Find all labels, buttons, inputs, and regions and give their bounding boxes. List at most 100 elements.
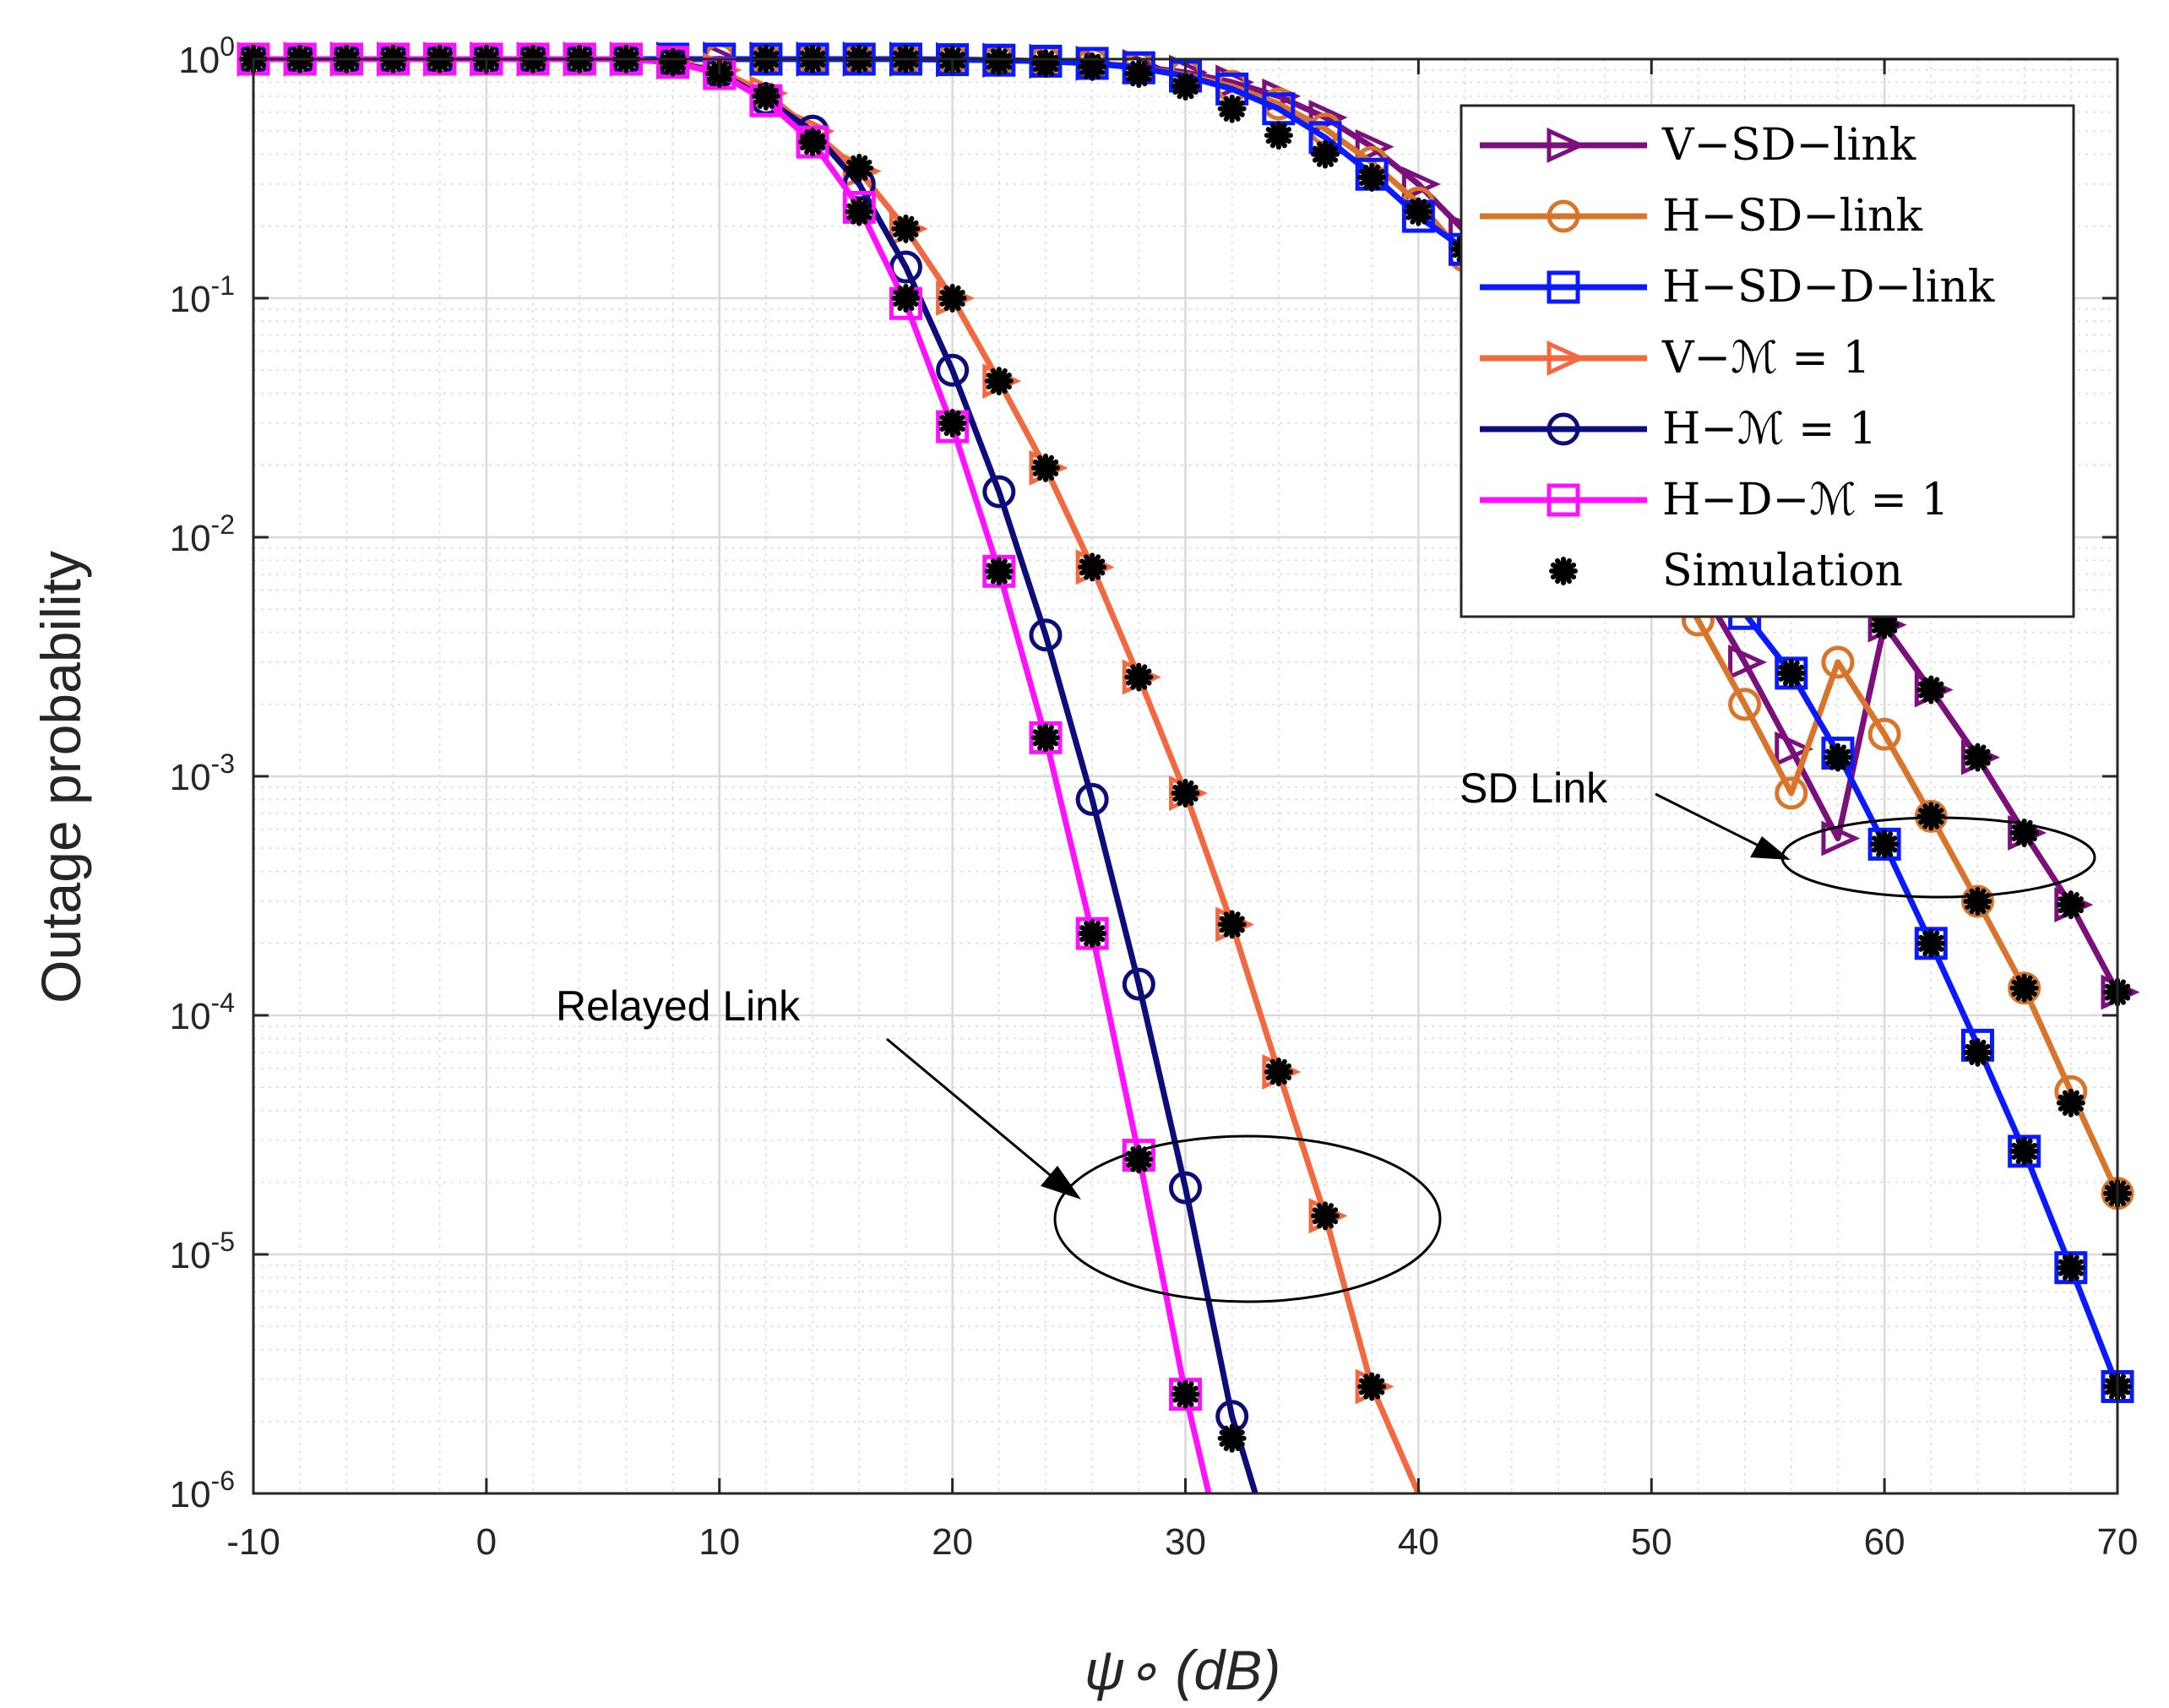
simulation-point	[1404, 197, 1433, 226]
simulation-point	[1078, 919, 1107, 949]
x-tick-label: 70	[2097, 1521, 2139, 1563]
x-tick-label: -10	[226, 1521, 280, 1563]
simulation-point	[1171, 72, 1200, 101]
x-axis-title: ψ∘ (dB)	[1084, 1639, 1280, 1701]
asterisk-stroke	[1312, 1207, 1339, 1225]
asterisk-stroke	[893, 220, 919, 237]
legend-item-7: Simulation	[1549, 546, 1903, 596]
simulation-point	[1823, 742, 1852, 772]
relayed-link-label: Relayed Link	[556, 982, 801, 1030]
data-point-marker	[1821, 645, 1855, 679]
legend-item-4: V−ℳ = 1	[1480, 333, 1870, 383]
asterisk-stroke	[1550, 563, 1577, 579]
simulation-point	[1916, 675, 1946, 704]
sd-link-arrowhead	[1750, 836, 1791, 860]
asterisk-stroke	[1265, 1063, 1291, 1080]
asterisk-stroke	[1126, 65, 1152, 83]
y-tick-label: 10-3	[170, 748, 235, 798]
asterisk-stroke	[2058, 1094, 2084, 1112]
simulation-point	[2009, 1136, 2039, 1166]
legend-label: H−SD−link	[1662, 191, 1923, 242]
simulation-point	[2009, 973, 2039, 1003]
simulation-point	[1311, 139, 1340, 169]
asterisk-stroke	[1032, 729, 1059, 747]
x-tick-label: 40	[1398, 1521, 1439, 1563]
legend-item-2: H−SD−link	[1480, 191, 1923, 242]
axis-ticks: -10 0 10 20 30 40 50 60 70 100 10-1 10-2 10-3 10-4 10-…	[170, 31, 2139, 1563]
asterisk-stroke	[1126, 1150, 1152, 1168]
y-tick-label: 10-4	[170, 987, 235, 1037]
simulation-point	[891, 284, 921, 313]
asterisk-stroke	[1778, 664, 1804, 682]
data-point-marker	[889, 250, 922, 284]
asterisk-stroke	[1079, 558, 1106, 576]
asterisk-stroke	[1126, 668, 1152, 686]
simulation-point	[1030, 453, 1060, 482]
asterisk-stroke	[753, 87, 780, 105]
data-point-marker	[982, 475, 1016, 509]
simulation-point	[2056, 1088, 2085, 1118]
simulation-point	[984, 367, 1014, 396]
asterisk-stroke	[2058, 896, 2084, 914]
asterisk-stroke	[986, 373, 1012, 390]
sd-link-arrow	[1655, 792, 1775, 855]
simulation-point	[984, 557, 1014, 586]
legend-item-5: H−ℳ = 1	[1480, 404, 1877, 454]
legend-marker	[1547, 340, 1586, 376]
y-tick-label: 100	[178, 31, 235, 81]
legend-marker	[1547, 412, 1580, 446]
simulation-point	[891, 214, 921, 243]
legend-marker	[1547, 270, 1580, 304]
simulation-point	[1870, 830, 1900, 859]
annotations: SD Link Relayed Link	[556, 764, 2096, 1303]
asterisk-stroke	[893, 290, 919, 307]
asterisk-stroke	[1918, 808, 1944, 825]
data-point-marker	[1355, 128, 1394, 165]
asterisk-stroke	[1872, 835, 1898, 853]
data-point-marker	[1029, 618, 1063, 652]
relayed-link-ellipse	[1053, 1134, 1442, 1303]
simulation-point	[1217, 94, 1247, 123]
asterisk-stroke	[2011, 824, 2037, 841]
asterisk-stroke	[1918, 934, 1944, 952]
simulation-point	[1030, 723, 1060, 753]
asterisk-stroke	[939, 290, 965, 307]
asterisk-stroke	[1079, 57, 1106, 75]
simulation-point	[1357, 163, 1387, 193]
x-tick-label: 30	[1165, 1521, 1206, 1563]
data-point-marker	[1728, 688, 1762, 721]
data-point-marker	[1775, 731, 1814, 767]
simulation-point	[1963, 1037, 1992, 1067]
legend: V−SD−link H−SD−link H−SD−D−link V−ℳ = 1 H−ℳ …	[1460, 104, 2075, 618]
relayed-link-arrowhead	[1041, 1166, 1081, 1199]
x-tick-label: 0	[476, 1521, 497, 1563]
legend-item-6: H−D−ℳ = 1	[1480, 475, 1949, 525]
legend-item-1: V−SD−link	[1480, 120, 1916, 171]
asterisk-stroke	[2011, 979, 2037, 997]
y-tick-label: 10-6	[170, 1466, 235, 1515]
asterisk-stroke	[939, 414, 965, 432]
legend-marker	[1547, 483, 1580, 517]
legend-label: H−SD−D−link	[1662, 262, 1995, 313]
asterisk-stroke	[1359, 1378, 1385, 1395]
asterisk-stroke	[1219, 100, 1245, 117]
data-point-marker	[1728, 645, 1768, 680]
simulation-point	[798, 128, 828, 157]
x-tick-label: 50	[1631, 1521, 1672, 1563]
asterisk-stroke	[1172, 1385, 1199, 1403]
asterisk-stroke	[986, 52, 1012, 70]
y-tick-label: 10-5	[170, 1227, 235, 1276]
legend-item-3: H−SD−D−link	[1480, 262, 1995, 313]
legend-label: H−D−ℳ = 1	[1662, 475, 1949, 525]
y-tick-label: 10-2	[170, 509, 235, 559]
sd-link-label: SD Link	[1460, 764, 1608, 812]
asterisk-stroke	[1965, 748, 1991, 766]
asterisk-stroke	[1965, 1043, 1991, 1061]
x-tick-label: 20	[932, 1521, 973, 1563]
asterisk-stroke	[1032, 459, 1059, 476]
grid	[252, 57, 2119, 1495]
simulation-point	[1264, 121, 1293, 150]
simulation-point	[984, 46, 1014, 76]
simulation-point	[845, 154, 874, 183]
simulation-point	[1171, 1379, 1200, 1409]
